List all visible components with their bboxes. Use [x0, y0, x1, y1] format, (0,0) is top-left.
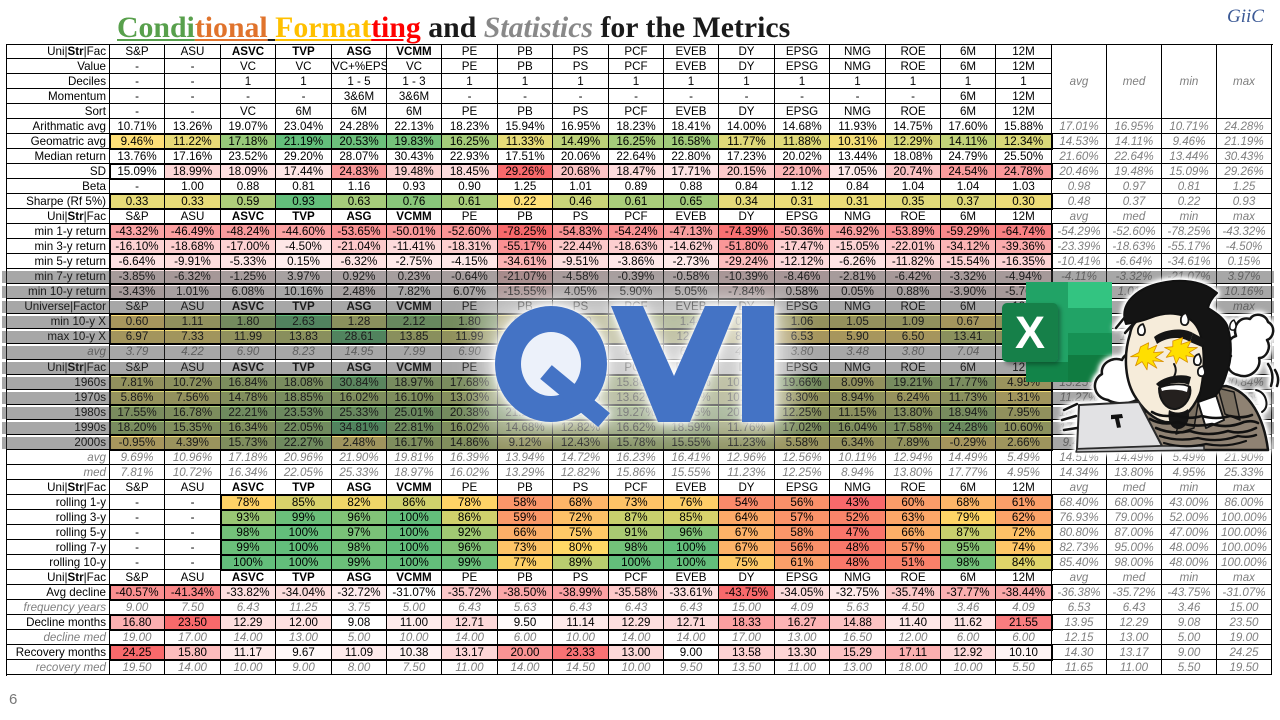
- svg-text:X: X: [1015, 307, 1045, 358]
